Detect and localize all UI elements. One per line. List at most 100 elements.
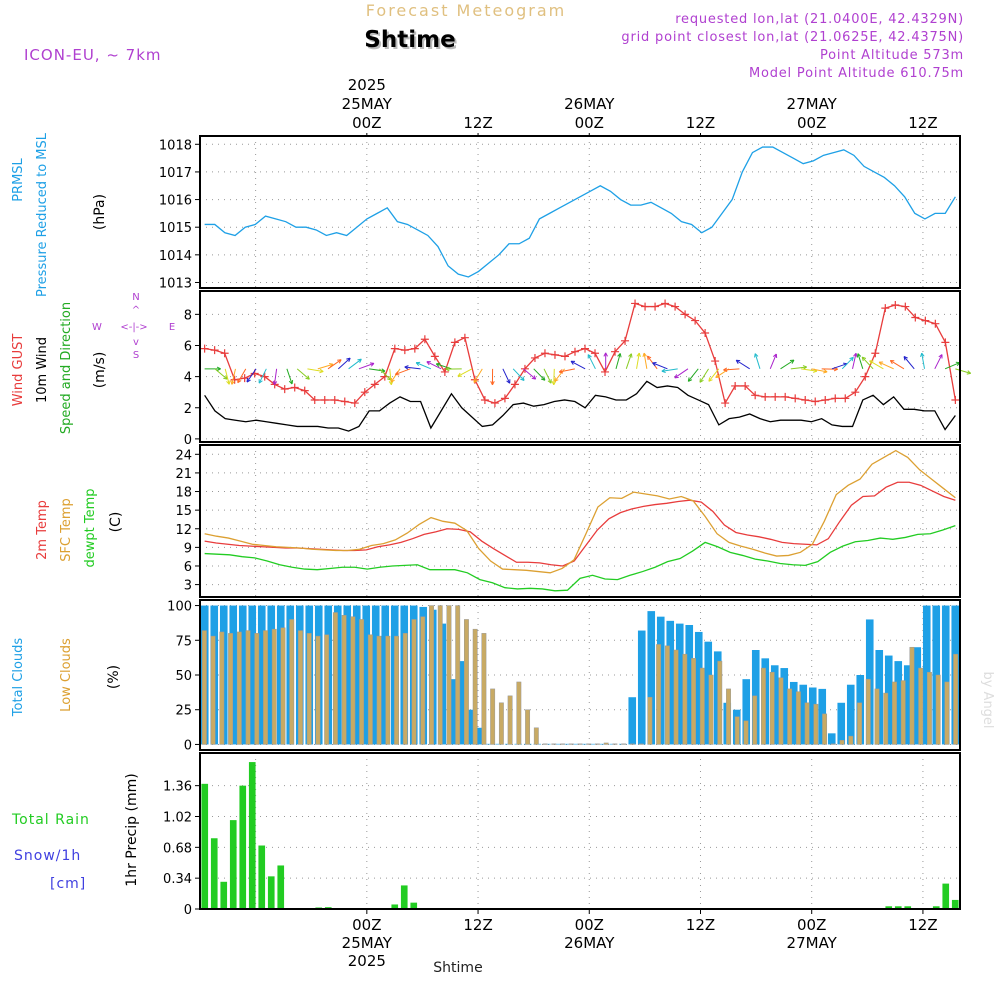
low-cloud-bar — [350, 616, 356, 745]
wind-arrow — [286, 368, 293, 385]
wind-arrow — [258, 368, 267, 384]
rain-bar — [391, 904, 399, 909]
ytick-label: 0.34 — [163, 872, 192, 887]
wind-arrow — [674, 368, 689, 379]
low-cloud-bar — [900, 680, 906, 745]
gust-marker — [861, 372, 870, 381]
svg-text:v: v — [133, 337, 139, 348]
gust-marker — [841, 394, 850, 403]
gust-marker — [360, 388, 369, 397]
low-cloud-bar — [254, 633, 260, 745]
low-cloud-bar — [481, 633, 487, 745]
ytick-label: 15 — [175, 504, 192, 519]
low-cloud-bar — [857, 702, 862, 745]
gust-marker — [871, 349, 880, 358]
wind-arrow-head — [547, 379, 552, 384]
low-cloud-bar — [726, 688, 731, 745]
wind-arrow-head — [652, 362, 657, 367]
wind-arrow-head — [540, 376, 546, 381]
total-cloud-bar — [903, 665, 912, 745]
wind-arrow — [404, 366, 421, 370]
total-cloud-bar — [552, 743, 561, 745]
low-cloud-bar — [385, 635, 391, 745]
wind-arrow-head — [699, 378, 704, 383]
wind-arrow — [369, 368, 386, 372]
gust-marker — [591, 349, 600, 358]
wind-arrow — [415, 362, 432, 370]
wind-arrow — [754, 353, 761, 369]
direction-legend: Speed and Direction — [59, 302, 74, 434]
top-time-label: 12Z — [908, 114, 937, 132]
panel-frame — [199, 752, 961, 910]
total-cloud-bar — [267, 605, 276, 745]
pressure-unit: (hPa) — [92, 194, 108, 230]
gust-marker — [711, 357, 720, 366]
wind-arrow — [699, 368, 709, 383]
ytick-label: 6 — [184, 560, 192, 575]
wind-arrow-head — [319, 368, 324, 374]
gust-marker — [490, 399, 499, 408]
low-cloud-bar — [892, 681, 897, 745]
clouds-panel: 0 25 50 75 100 — [167, 599, 961, 753]
total-cloud-bar — [837, 702, 846, 745]
gust-marker — [510, 380, 519, 389]
wind-arrow — [246, 368, 257, 383]
gust-marker — [500, 394, 509, 403]
ytick-label: 3 — [184, 579, 192, 594]
gust-marker — [480, 395, 489, 404]
rain-bar — [267, 876, 275, 909]
total-cloud-bar — [343, 605, 352, 745]
rain-bar — [201, 783, 209, 909]
gust-marker — [570, 347, 579, 356]
wind-arrow-head — [415, 361, 421, 367]
total-cloud-bar — [884, 655, 893, 745]
low-cloud-bar — [472, 628, 478, 745]
total-cloud-bar — [799, 684, 808, 745]
wind-arrow — [554, 368, 565, 382]
low-cloud-bar — [210, 635, 216, 745]
gust-marker — [280, 385, 289, 394]
wind-unit: (m/s) — [92, 352, 108, 389]
wind-arrow — [553, 368, 555, 385]
gust-marker — [370, 380, 379, 389]
total-cloud-bar — [371, 605, 380, 745]
wind-arrow — [570, 360, 586, 370]
wind-arrow — [473, 368, 483, 383]
panel-frame — [199, 135, 961, 289]
wind-arrow — [533, 368, 546, 381]
ytick-label: 24 — [175, 448, 192, 463]
rain-bar — [410, 902, 418, 909]
ytick-label: 18 — [175, 486, 192, 501]
low-cloud-bar — [507, 695, 513, 745]
total-cloud-bar — [694, 631, 703, 745]
brand-title: Forecast Meteogram — [366, 1, 566, 20]
wind-arrow-head — [636, 352, 641, 358]
wind-arrow-head — [272, 380, 278, 385]
wind-arrow-head — [554, 377, 559, 382]
wind-arrow — [831, 363, 848, 370]
low-cloud-bar — [804, 702, 810, 745]
gust-marker — [751, 391, 760, 400]
top-time-label: 27MAY — [787, 95, 838, 113]
gust-marker — [681, 310, 690, 319]
low-cloud-bar — [778, 677, 784, 745]
compass-s: S — [133, 350, 139, 361]
wind-arrow — [780, 359, 795, 370]
gust-marker — [621, 336, 630, 345]
total-cloud-bar — [922, 605, 931, 745]
low-cloud-bar — [795, 691, 801, 745]
total-cloud-bar — [381, 605, 390, 745]
wind-arrow — [224, 368, 230, 385]
gust-marker — [601, 367, 610, 376]
low-cloud-bar — [664, 645, 670, 745]
wind-arrow — [652, 362, 668, 370]
wind-arrow — [687, 368, 699, 382]
wind-arrow — [636, 352, 640, 369]
ytick-label: 50 — [175, 669, 192, 684]
wind-arrow-head — [617, 353, 622, 358]
wind-arrow-head — [853, 352, 858, 358]
rain-bar — [210, 838, 218, 909]
low-cloud-bar — [394, 635, 399, 745]
